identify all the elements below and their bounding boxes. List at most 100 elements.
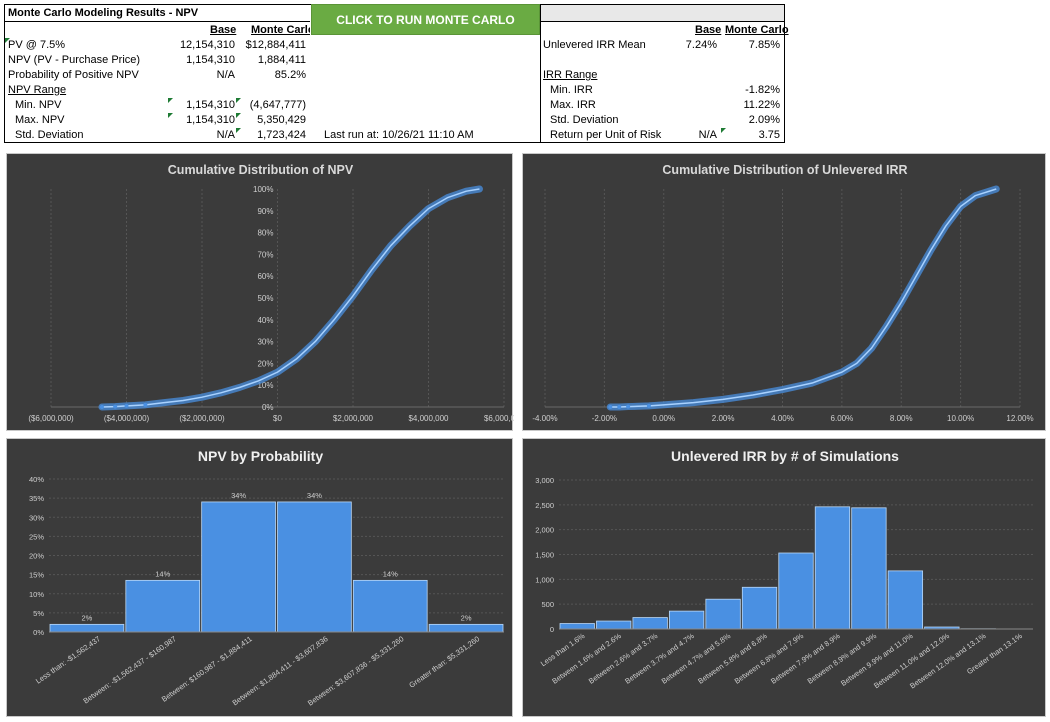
irr-summary-panel: Base Monte Carlo Unlevered IRR Mean 7.24…	[540, 4, 789, 143]
y-tick-label: 35%	[29, 494, 44, 503]
cdf-point	[113, 404, 118, 409]
bar	[778, 552, 814, 630]
bar	[705, 598, 741, 630]
y-tick-label: 25%	[29, 532, 44, 541]
irr-mean-row: Unlevered IRR Mean 7.24% 7.85%	[543, 39, 780, 51]
y-tick-label: 70%	[257, 250, 273, 259]
npv-row: Probability of Positive NPV N/A 85.2%	[8, 69, 306, 81]
irr-panel-header	[541, 5, 784, 22]
npv-cdf-chart: Cumulative Distribution of NPV ($6,000,00…	[6, 153, 514, 431]
x-tick-label: 6.00%	[831, 414, 854, 423]
y-tick-label: 0%	[33, 628, 44, 637]
bar-data-label: 2%	[81, 613, 92, 622]
cdf-point	[99, 405, 104, 409]
y-tick-label: 1,500	[535, 551, 554, 560]
y-tick-label: 500	[541, 600, 554, 609]
last-run-text: Last run at: 10/26/21 11:10 AM	[324, 129, 474, 141]
npv-range-row: Min. NPV 1,154,310 (4,647,777)	[15, 99, 306, 111]
bar-data-label: 14%	[155, 569, 170, 578]
y-tick-label: 10%	[29, 590, 44, 599]
run-monte-carlo-button[interactable]: CLICK TO RUN MONTE CARLO	[311, 4, 540, 35]
cell-comment-marker	[236, 113, 241, 118]
npv-range-row: Max. NPV 1,154,310 5,350,429	[15, 114, 306, 126]
irr-range-row: Min. IRR -1.82%	[550, 84, 780, 96]
npv-probability-chart: NPV by Probability 0% 5% 10% 15% 20% 25% 30% 35%…	[6, 438, 513, 717]
y-tick-label: 10%	[257, 381, 273, 390]
cell-comment-marker	[5, 38, 10, 43]
bar	[352, 579, 428, 633]
bar	[201, 501, 276, 633]
npv-probability-svg: NPV by Probability 0% 5% 10% 15% 20% 25% 30% 35%…	[29, 448, 504, 708]
x-tick-label: Less than: -$1,562,437	[34, 634, 102, 685]
bar	[814, 506, 851, 630]
cell-comment-marker	[236, 98, 241, 103]
x-tick-label: 10.00%	[947, 414, 974, 423]
chart-title: Unlevered IRR by # of Simulations	[671, 448, 899, 464]
cdf-line-highlight	[101, 188, 480, 408]
npv-summary-panel: Monte Carlo Modeling Results - NPV Base …	[4, 4, 315, 143]
npv-row: PV @ 7.5% 12,154,310 $12,884,411	[8, 39, 306, 51]
irr-cdf-chart: Cumulative Distribution of Unlevered IRR…	[522, 153, 1046, 431]
irr-range-row: Std. Deviation 2.09%	[550, 114, 780, 126]
cell-comment-marker	[721, 128, 726, 133]
y-tick-label: 5%	[33, 609, 44, 618]
npv-cdf-svg: Cumulative Distribution of NPV ($6,000,00…	[28, 163, 514, 423]
npv-range-heading: NPV Range	[8, 84, 67, 96]
cdf-point	[617, 405, 622, 409]
y-tick-label: 50%	[257, 294, 273, 303]
x-tick-label: -2.00%	[592, 414, 617, 423]
cdf-line	[606, 185, 1000, 411]
y-tick-label: 2,000	[535, 526, 554, 535]
chart-title: Cumulative Distribution of Unlevered IRR	[662, 163, 907, 177]
x-tick-label: ($4,000,000)	[104, 414, 150, 423]
npv-panel-title: Monte Carlo Modeling Results - NPV	[8, 7, 199, 19]
bar-data-label: 14%	[383, 569, 398, 578]
y-tick-label: 0	[550, 625, 554, 634]
cell-comment-marker	[168, 113, 173, 118]
npv-col-mc: Monte Carlo	[251, 24, 315, 36]
bar-data-label: 34%	[307, 491, 322, 500]
x-tick-label: 8.00%	[890, 414, 913, 423]
cdf-point	[646, 403, 651, 408]
y-tick-label: 80%	[257, 229, 273, 238]
y-tick-label: 100%	[253, 185, 273, 194]
y-tick-label: 40%	[257, 316, 273, 325]
irr-range-row: Return per Unit of Risk N/A 3.75	[550, 129, 780, 141]
bar	[851, 507, 887, 630]
bar	[125, 579, 201, 633]
y-tick-label: 30%	[257, 338, 273, 347]
npv-range-row: Std. Deviation N/A 1,723,424	[15, 129, 306, 141]
cdf-line-highlight	[610, 188, 997, 408]
x-tick-label: ($2,000,000)	[179, 414, 225, 423]
y-tick-label: 1,000	[535, 575, 554, 584]
y-tick-label: 40%	[29, 475, 44, 484]
irr-simulations-svg: Unlevered IRR by # of Simulations 0 500 1,0…	[535, 448, 1033, 691]
cdf-point	[124, 403, 129, 408]
y-tick-label: 90%	[257, 207, 273, 216]
x-tick-label: 0.00%	[652, 414, 675, 423]
y-tick-label: 60%	[257, 272, 273, 281]
y-tick-label: 20%	[257, 359, 273, 368]
bar-data-label: 2%	[461, 613, 472, 622]
bar	[277, 501, 352, 633]
cdf-point	[626, 404, 631, 409]
cdf-point	[143, 402, 148, 407]
bar	[596, 620, 632, 630]
irr-range-row: Max. IRR 11.22%	[550, 99, 780, 111]
x-tick-label: $2,000,000	[333, 414, 374, 423]
chart-title: Cumulative Distribution of NPV	[168, 163, 354, 177]
bar	[632, 617, 668, 630]
x-tick-label: $4,000,000	[408, 414, 449, 423]
irr-simulations-chart: Unlevered IRR by # of Simulations 0 500 1,0…	[522, 438, 1046, 717]
irr-range-heading: IRR Range	[543, 69, 598, 81]
x-tick-label: 4.00%	[771, 414, 794, 423]
y-tick-label: 2,500	[535, 501, 554, 510]
x-tick-label: 12.00%	[1006, 414, 1033, 423]
npv-col-base: Base	[210, 24, 237, 36]
bar	[887, 570, 924, 630]
bar	[49, 623, 125, 633]
y-tick-label: 20%	[29, 552, 44, 561]
irr-cdf-svg: Cumulative Distribution of Unlevered IRR…	[532, 163, 1033, 423]
y-tick-label: 3,000	[535, 476, 554, 485]
x-tick-label: 2.00%	[712, 414, 735, 423]
